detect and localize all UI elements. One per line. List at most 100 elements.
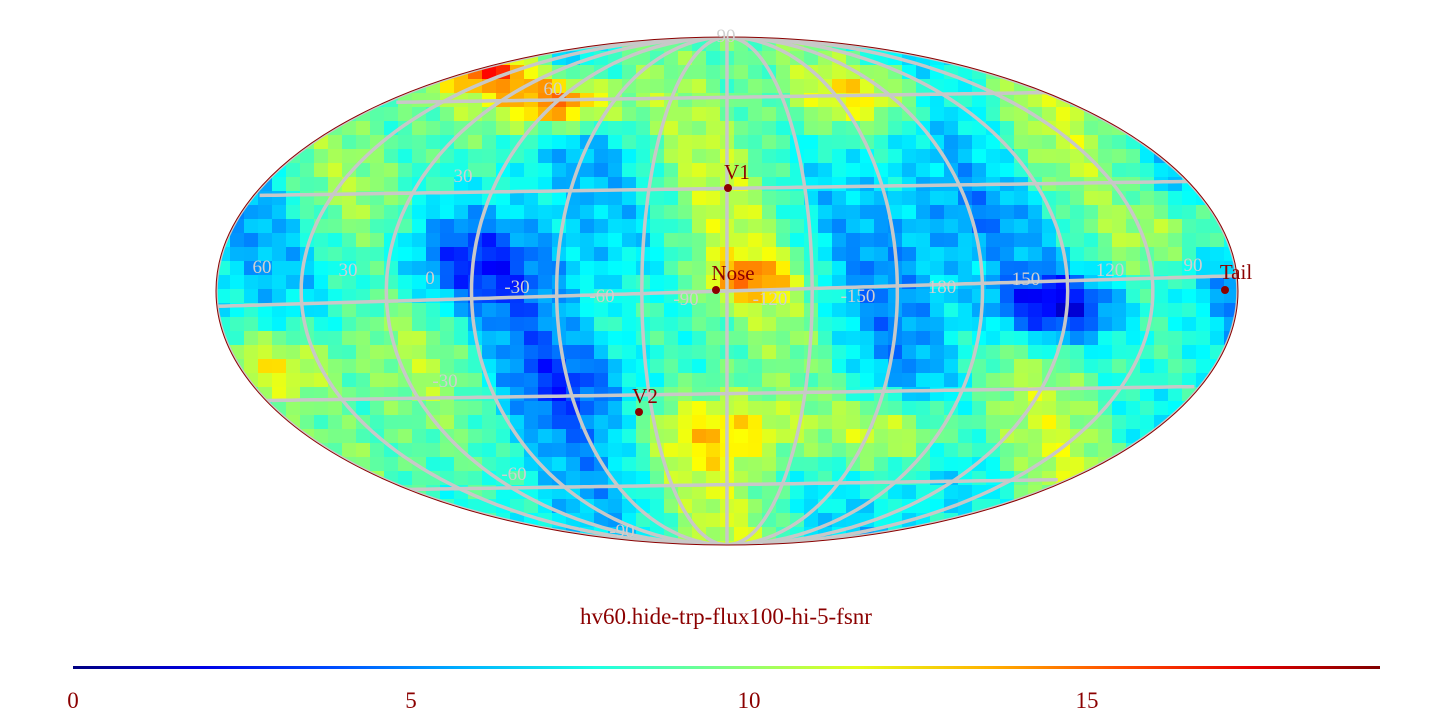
flux-pixel [342, 261, 357, 276]
flux-pixel [314, 303, 329, 318]
flux-pixel [328, 345, 343, 360]
flux-pixel [986, 415, 1001, 430]
flux-pixel [328, 359, 343, 374]
flux-pixel [958, 429, 973, 444]
flux-pixel [1112, 233, 1127, 248]
flux-pixel [972, 471, 987, 486]
lon-label-180: 180 [928, 277, 957, 298]
flux-pixel [692, 471, 707, 486]
flux-pixel [412, 261, 427, 276]
flux-pixel [664, 429, 679, 444]
flux-pixel [454, 219, 469, 234]
flux-pixel [1112, 317, 1127, 332]
flux-pixel [538, 345, 553, 360]
flux-pixel [832, 233, 847, 248]
flux-pixel [482, 121, 497, 136]
flux-pixel [846, 135, 861, 150]
flux-pixel [286, 373, 301, 388]
flux-pixel [622, 79, 637, 94]
flux-pixel [370, 163, 385, 178]
flux-pixel [1126, 247, 1141, 262]
flux-pixel [678, 219, 693, 234]
flux-pixel [454, 471, 469, 486]
flux-pixel [748, 499, 763, 514]
flux-pixel [944, 107, 959, 122]
flux-pixel [832, 149, 847, 164]
flux-pixel [384, 149, 399, 164]
flux-pixel [510, 233, 525, 248]
flux-pixel [776, 513, 791, 528]
flux-pixel [356, 443, 371, 458]
flux-pixel [1028, 163, 1043, 178]
map-title: hv60.hide-trp-flux100-hi-5-fsnr [580, 604, 872, 629]
flux-pixel [748, 107, 763, 122]
flux-pixel [944, 121, 959, 136]
flux-pixel [524, 163, 539, 178]
flux-pixel [230, 317, 245, 332]
flux-pixel [762, 373, 777, 388]
flux-pixel [1014, 261, 1029, 276]
flux-pixel [790, 261, 805, 276]
flux-pixel [734, 443, 749, 458]
flux-pixel [1014, 359, 1029, 374]
flux-pixel [804, 149, 819, 164]
flux-pixel [482, 149, 497, 164]
flux-pixel [762, 79, 777, 94]
flux-pixel [454, 247, 469, 262]
flux-pixel [496, 457, 511, 472]
flux-pixel [566, 135, 581, 150]
flux-pixel [328, 401, 343, 416]
flux-pixel [398, 429, 413, 444]
flux-pixel [664, 345, 679, 360]
flux-pixel [1000, 373, 1015, 388]
flux-pixel [650, 499, 665, 514]
flux-pixel [818, 415, 833, 430]
flux-pixel [468, 443, 483, 458]
flux-pixel [1028, 303, 1043, 318]
flux-pixel [230, 247, 245, 262]
flux-pixel [636, 79, 651, 94]
flux-pixel [496, 359, 511, 374]
flux-pixel [706, 303, 721, 318]
flux-pixel [930, 373, 945, 388]
flux-pixel [790, 79, 805, 94]
flux-pixel [748, 429, 763, 444]
flux-pixel [622, 191, 637, 206]
flux-pixel [860, 401, 875, 416]
flux-pixel [440, 317, 455, 332]
flux-pixel [524, 387, 539, 402]
marker-tail-label: Tail [1220, 260, 1253, 284]
flux-pixel [1112, 261, 1127, 276]
flux-pixel [510, 345, 525, 360]
flux-pixel [1014, 233, 1029, 248]
flux-pixel [622, 275, 637, 290]
flux-pixel [440, 219, 455, 234]
flux-pixel [832, 205, 847, 220]
flux-pixel [608, 429, 623, 444]
colorbar-tick-5: 5 [405, 688, 417, 713]
flux-pixel [286, 275, 301, 290]
flux-pixel [230, 373, 245, 388]
flux-pixel [734, 513, 749, 528]
flux-pixel [636, 429, 651, 444]
flux-pixel [930, 261, 945, 276]
flux-pixel [636, 149, 651, 164]
flux-pixel [1084, 359, 1099, 374]
flux-pixel [1112, 457, 1127, 472]
flux-pixel [1000, 345, 1015, 360]
flux-pixel [818, 261, 833, 276]
flux-pixel [300, 415, 315, 430]
flux-pixel [468, 429, 483, 444]
flux-pixel [328, 163, 343, 178]
flux-pixel [566, 149, 581, 164]
flux-pixel [1084, 443, 1099, 458]
flux-pixel [608, 457, 623, 472]
flux-pixel [244, 247, 259, 262]
flux-pixel [454, 317, 469, 332]
flux-pixel [664, 317, 679, 332]
flux-pixel [328, 233, 343, 248]
flux-pixel [930, 135, 945, 150]
flux-pixel [1014, 191, 1029, 206]
flux-pixel [874, 121, 889, 136]
flux-pixel [692, 499, 707, 514]
